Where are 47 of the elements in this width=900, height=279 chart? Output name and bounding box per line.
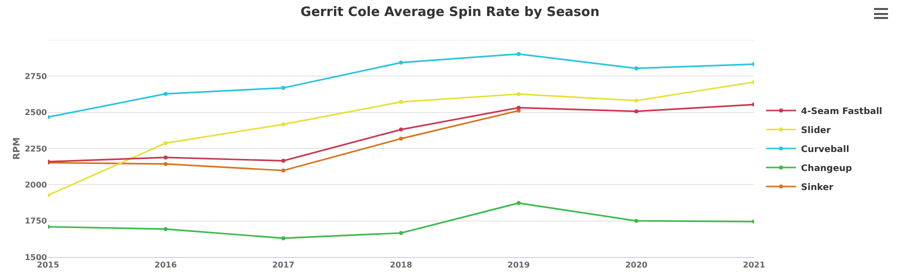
point (634, 66, 638, 70)
y-tick-label: 2250 (24, 144, 48, 154)
point (164, 141, 168, 146)
point (516, 92, 521, 96)
line-series (48, 102, 754, 164)
y-axis-title: RPM (12, 137, 23, 160)
x-tick-label: 2017 (272, 260, 294, 270)
y-tick-label: 1500 (24, 252, 48, 262)
point (516, 52, 521, 56)
point (634, 98, 638, 103)
point (281, 236, 286, 240)
point (281, 122, 286, 126)
point (634, 109, 638, 114)
y-tick-label: 2000 (24, 180, 48, 190)
point (164, 155, 168, 160)
y-tick-label: 2750 (24, 72, 48, 81)
point (399, 60, 403, 65)
point (516, 106, 521, 110)
line-series (48, 201, 754, 240)
y-tick-label: 1750 (24, 216, 48, 226)
point (164, 162, 168, 166)
legend-label: Changeup (801, 164, 853, 174)
point (634, 218, 638, 223)
chart-title: Gerrit Cole Average Spin Rate by Season (300, 5, 600, 20)
x-tick-label: 2021 (742, 260, 766, 270)
point (399, 100, 403, 104)
x-tick-label: 2016 (154, 260, 178, 270)
legend-label: Slider (801, 126, 832, 136)
y-tick-label: 2500 (24, 108, 48, 118)
legend-label: 4-Seam Fastball (801, 107, 882, 118)
x-tick-label: 2018 (390, 260, 413, 270)
legend-label: Curveball (801, 145, 850, 156)
x-tick-label: 2019 (508, 260, 530, 270)
line-series (48, 52, 754, 120)
point (164, 227, 168, 232)
x-tick-label: 2015 (36, 260, 60, 270)
point (399, 128, 403, 132)
point (281, 86, 286, 90)
point (399, 136, 403, 141)
line-series (48, 80, 754, 198)
point (281, 168, 286, 172)
point (164, 92, 168, 96)
point (516, 201, 521, 206)
point (399, 230, 403, 235)
legend-label: Sinker (801, 183, 834, 194)
x-tick-label: 2020 (625, 260, 648, 270)
point (281, 158, 286, 163)
